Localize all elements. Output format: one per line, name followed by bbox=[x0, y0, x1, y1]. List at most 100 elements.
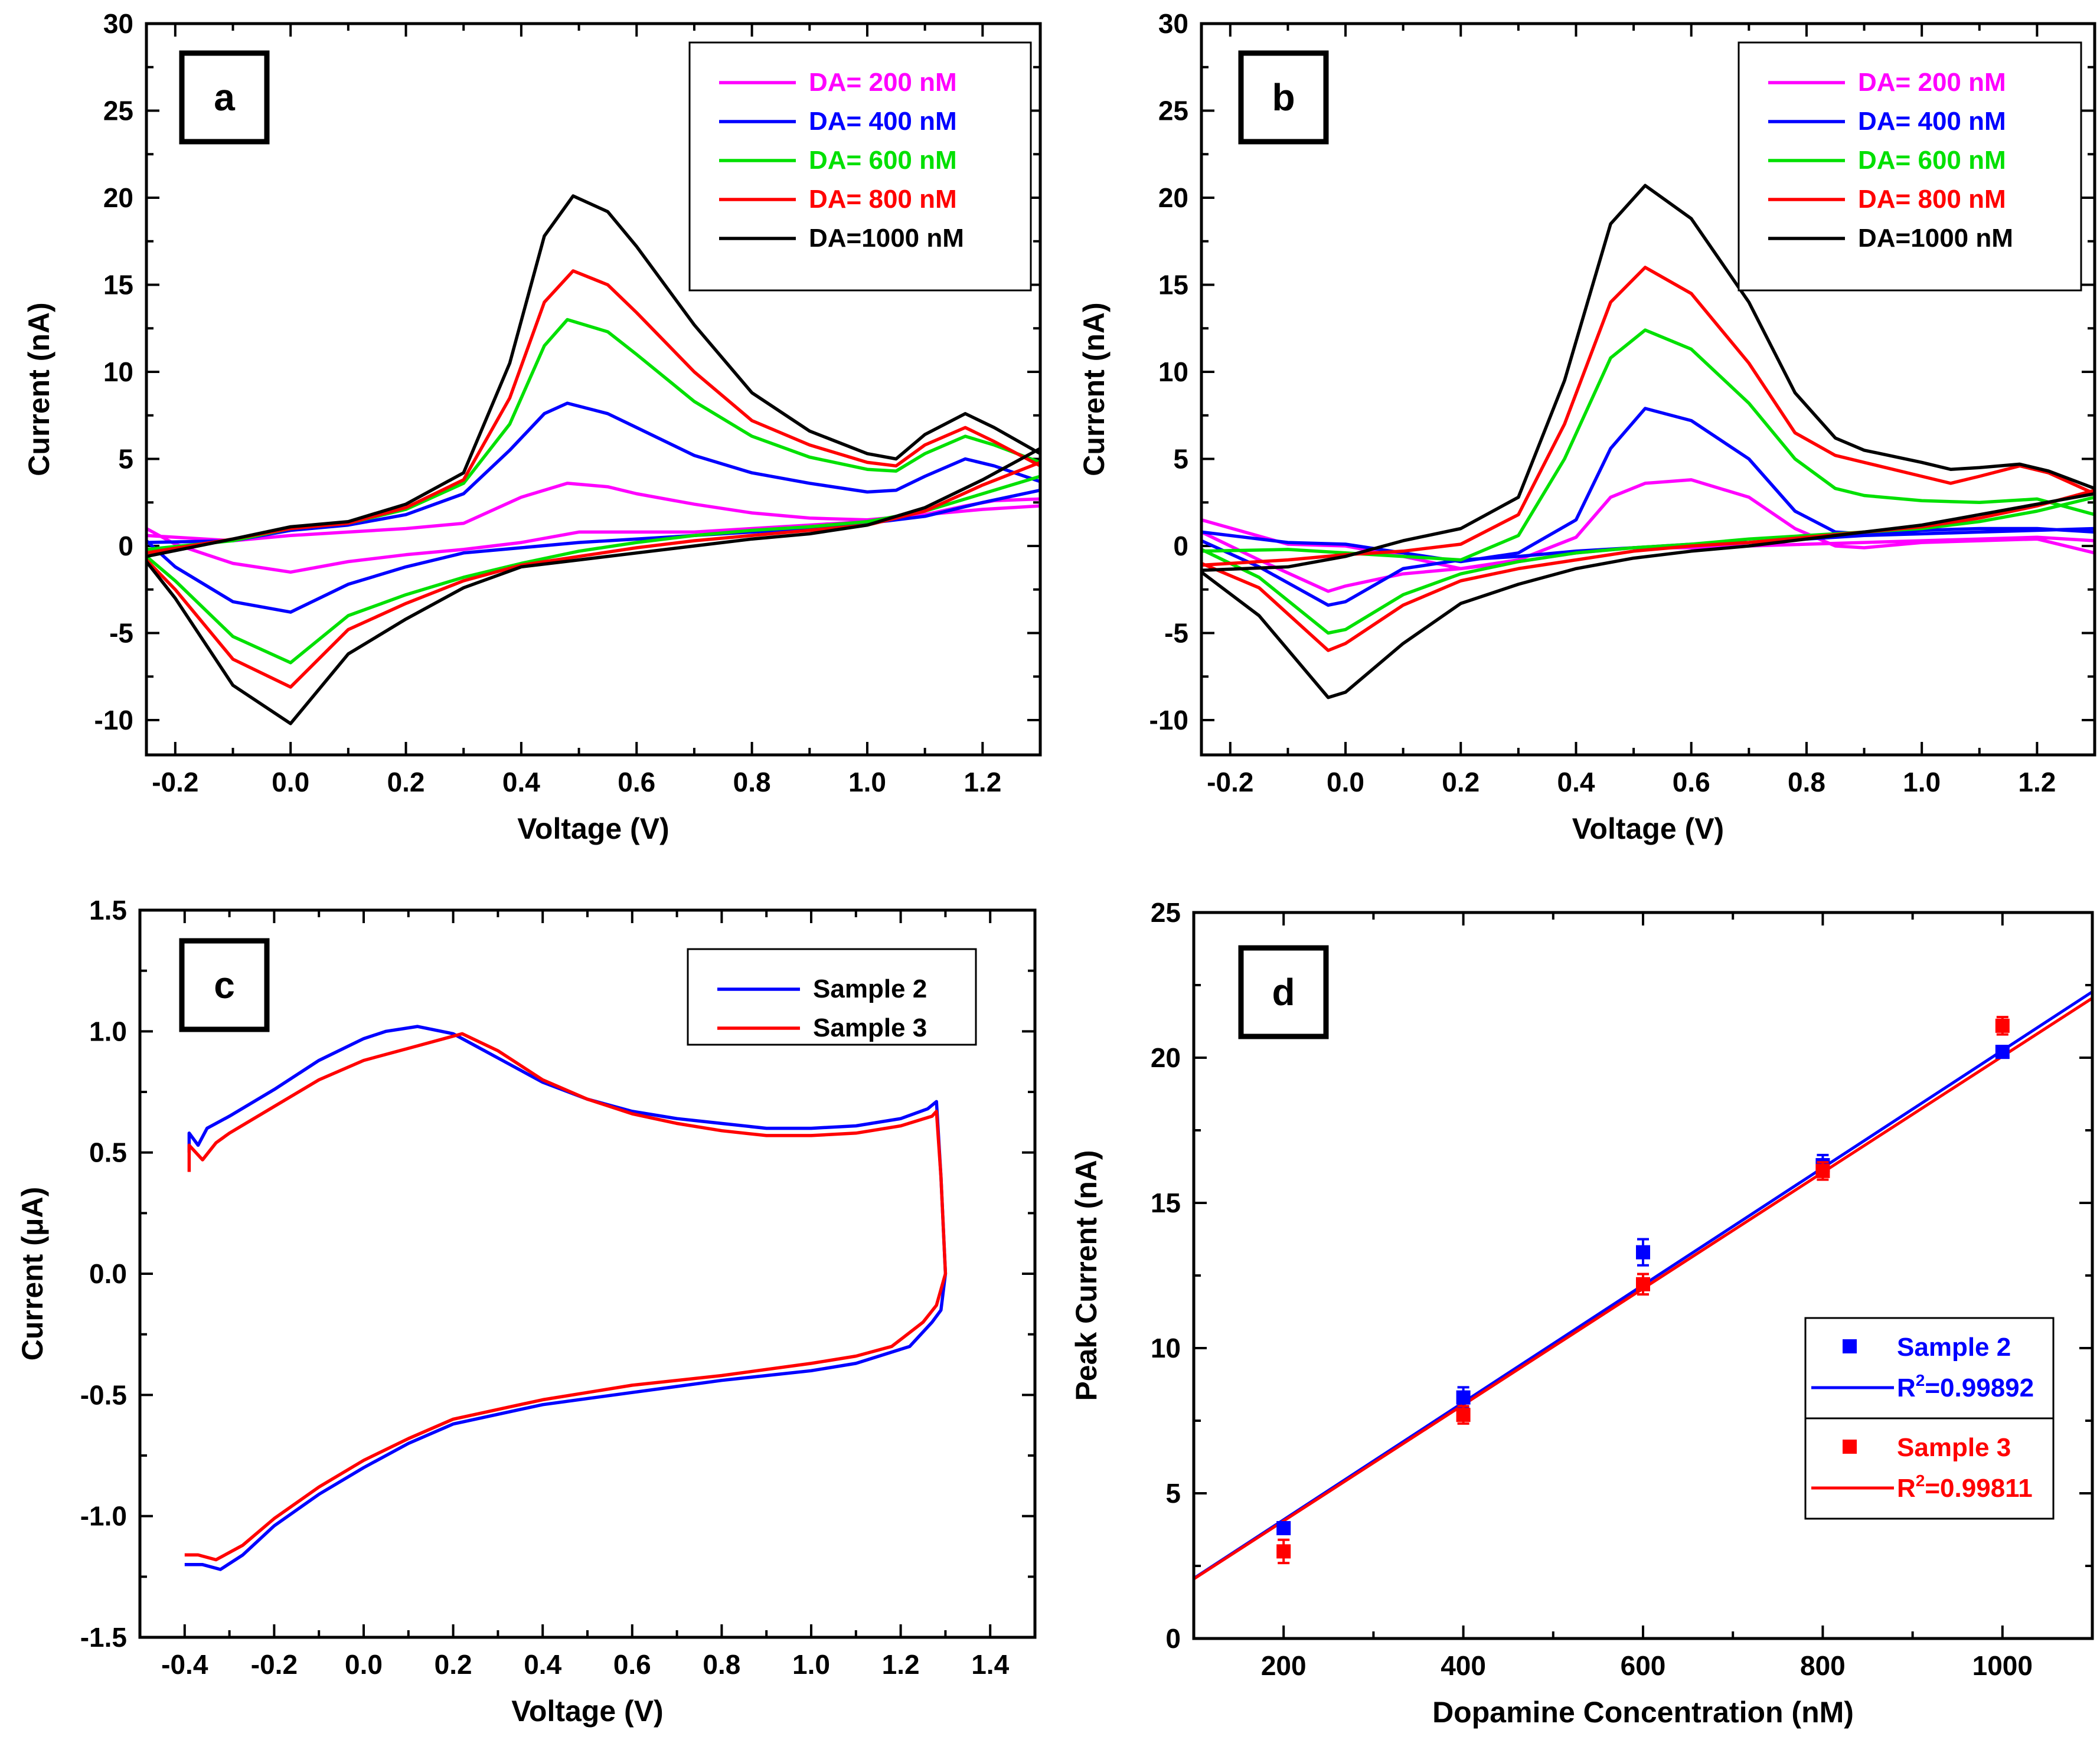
x-tick-label: 800 bbox=[1800, 1650, 1846, 1681]
y-tick-label: -0.5 bbox=[80, 1379, 127, 1410]
y-tick-label: 1.5 bbox=[89, 895, 127, 925]
legend-label: DA= 800 nM bbox=[1858, 185, 2006, 214]
y-tick-label: 15 bbox=[1151, 1188, 1181, 1218]
x-tick-label: 1.2 bbox=[882, 1649, 920, 1680]
x-tick-label: 1.2 bbox=[964, 767, 1001, 797]
y-axis-title: Current (nA) bbox=[1077, 302, 1111, 476]
series-line-sample-2 bbox=[184, 1025, 948, 1571]
x-tick-label: 600 bbox=[1621, 1650, 1666, 1681]
r2-value: =0.99811 bbox=[1925, 1474, 2032, 1503]
y-axis-title: Current (μA) bbox=[16, 1187, 49, 1360]
legend: DA= 200 nM DA= 400 nM DA= 600 nM DA= 800 nM… bbox=[688, 41, 1032, 292]
x-tick-label: 0.0 bbox=[345, 1649, 383, 1680]
y-tick-label: 5 bbox=[1165, 1478, 1181, 1509]
y-tick-label: 25 bbox=[1158, 96, 1188, 126]
series-line-da-600-nm bbox=[146, 318, 1040, 665]
panel-c: -0.4 -0.2 0.0 0.2 0.4 0.6 0.8 1.0 1.2 1.4 -1.5 -1.0… bbox=[16, 895, 1037, 1728]
x-tick-label: 1.2 bbox=[2018, 767, 2056, 797]
y-tick-label: -5 bbox=[109, 618, 133, 649]
x-tick-label: 0.2 bbox=[435, 1649, 472, 1680]
x-tick-label: -0.4 bbox=[161, 1649, 208, 1680]
legend: Sample 2 R2=0.99892 Sample 3 R2 =0.99811 bbox=[1804, 1317, 2055, 1520]
panel-label-box bbox=[1238, 50, 1329, 145]
x-tick-label: 0.4 bbox=[524, 1649, 561, 1680]
y-tick-label: 20 bbox=[1151, 1042, 1181, 1073]
series-line-da-400-nm bbox=[1201, 407, 2095, 607]
legend-marker bbox=[1843, 1440, 1857, 1454]
plot-area bbox=[1194, 990, 2092, 1581]
x-tick-label: 200 bbox=[1261, 1650, 1307, 1681]
legend-label: DA= 800 nM bbox=[809, 185, 957, 214]
y-axis-title: Peak Current (nA) bbox=[1070, 1150, 1103, 1401]
panel-label: a bbox=[214, 76, 235, 119]
plot-frame bbox=[145, 22, 1042, 757]
y-tick-label: 0 bbox=[1165, 1623, 1181, 1654]
x-axis-title: Dopamine Concentration (nM) bbox=[1432, 1696, 1854, 1729]
legend-label: DA= 400 nM bbox=[809, 107, 957, 136]
legend-label: DA= 400 nM bbox=[1858, 107, 2006, 136]
y-tick-label: 30 bbox=[1158, 8, 1188, 39]
y-tick-label: 20 bbox=[1158, 182, 1188, 213]
legend-label: DA= 600 nM bbox=[1858, 146, 2006, 175]
x-tick-label: 1000 bbox=[1972, 1650, 2033, 1681]
panel-label: c bbox=[214, 964, 235, 1006]
x-tick-label: 0.8 bbox=[733, 767, 771, 797]
data-point bbox=[1456, 1408, 1471, 1422]
series-line-da-800-nm bbox=[1201, 266, 2095, 652]
y-tick-label: 25 bbox=[103, 96, 133, 126]
x-tick-label: -0.2 bbox=[152, 767, 198, 797]
y-tick-label: 10 bbox=[1158, 357, 1188, 387]
x-tick-label: 0.6 bbox=[613, 1649, 651, 1680]
plot-frame bbox=[1192, 911, 2094, 1640]
panel-label-box bbox=[179, 938, 270, 1032]
y-tick-label: -10 bbox=[1149, 705, 1188, 735]
panel-label-box bbox=[179, 50, 270, 145]
y-tick-label: 1.0 bbox=[89, 1016, 127, 1046]
x-tick-label: 1.0 bbox=[848, 767, 886, 797]
x-tick-label: 0.4 bbox=[502, 767, 540, 797]
series-line-da-600-nm bbox=[1201, 328, 2095, 635]
data-point bbox=[1995, 1045, 2010, 1059]
legend-label: Sample 3 bbox=[1897, 1433, 2011, 1462]
panel-label-box bbox=[1238, 945, 1329, 1039]
legend-label: DA= 200 nM bbox=[1858, 68, 2006, 97]
x-tick-label: 0.4 bbox=[1557, 767, 1595, 797]
x-tick-label: 0.0 bbox=[272, 767, 309, 797]
x-tick-label: 0.6 bbox=[1673, 767, 1710, 797]
y-tick-label: -1.0 bbox=[80, 1501, 127, 1532]
data-point bbox=[1995, 1018, 2010, 1033]
series-line-da-200-nm bbox=[146, 482, 1040, 574]
data-point bbox=[1636, 1245, 1650, 1260]
x-tick-label: 0.0 bbox=[1327, 767, 1364, 797]
y-tick-label: -10 bbox=[94, 705, 133, 735]
y-tick-label: 0 bbox=[118, 531, 133, 561]
panel-label: b bbox=[1272, 76, 1295, 119]
data-point bbox=[1815, 1163, 1830, 1178]
legend-fit-label: R2=0.99892 bbox=[1897, 1371, 2034, 1402]
series-line-da-800-nm bbox=[146, 269, 1040, 689]
data-point bbox=[1456, 1390, 1471, 1405]
series-line-da-1000-nm bbox=[146, 194, 1040, 725]
superscript: 2 bbox=[1916, 1371, 1925, 1389]
legend-label: DA= 600 nM bbox=[809, 146, 957, 175]
legend-label: DA=1000 nM bbox=[809, 224, 964, 253]
r2-value: =0.99892 bbox=[1925, 1373, 2034, 1402]
series-line-da-200-nm bbox=[1201, 478, 2095, 593]
y-tick-label: 0 bbox=[1173, 531, 1188, 561]
y-axis-title: Current (nA) bbox=[22, 302, 55, 476]
legend-label: Sample 2 bbox=[813, 974, 927, 1003]
y-tick-label: -5 bbox=[1164, 618, 1188, 649]
plot-frame bbox=[1200, 22, 2096, 757]
data-point bbox=[1276, 1521, 1291, 1536]
plot-frame bbox=[138, 908, 1037, 1639]
x-axis-title: Voltage (V) bbox=[511, 1695, 663, 1728]
y-tick-label: 0.0 bbox=[89, 1258, 127, 1289]
legend: Sample 2 Sample 3 bbox=[687, 948, 977, 1046]
x-tick-label: 0.6 bbox=[618, 767, 655, 797]
data-point bbox=[1636, 1277, 1650, 1291]
y-tick-label: 15 bbox=[103, 270, 133, 300]
legend-label: Sample 2 bbox=[1897, 1333, 2011, 1362]
r-symbol: R bbox=[1897, 1373, 1916, 1402]
y-tick-label: 30 bbox=[103, 8, 133, 39]
